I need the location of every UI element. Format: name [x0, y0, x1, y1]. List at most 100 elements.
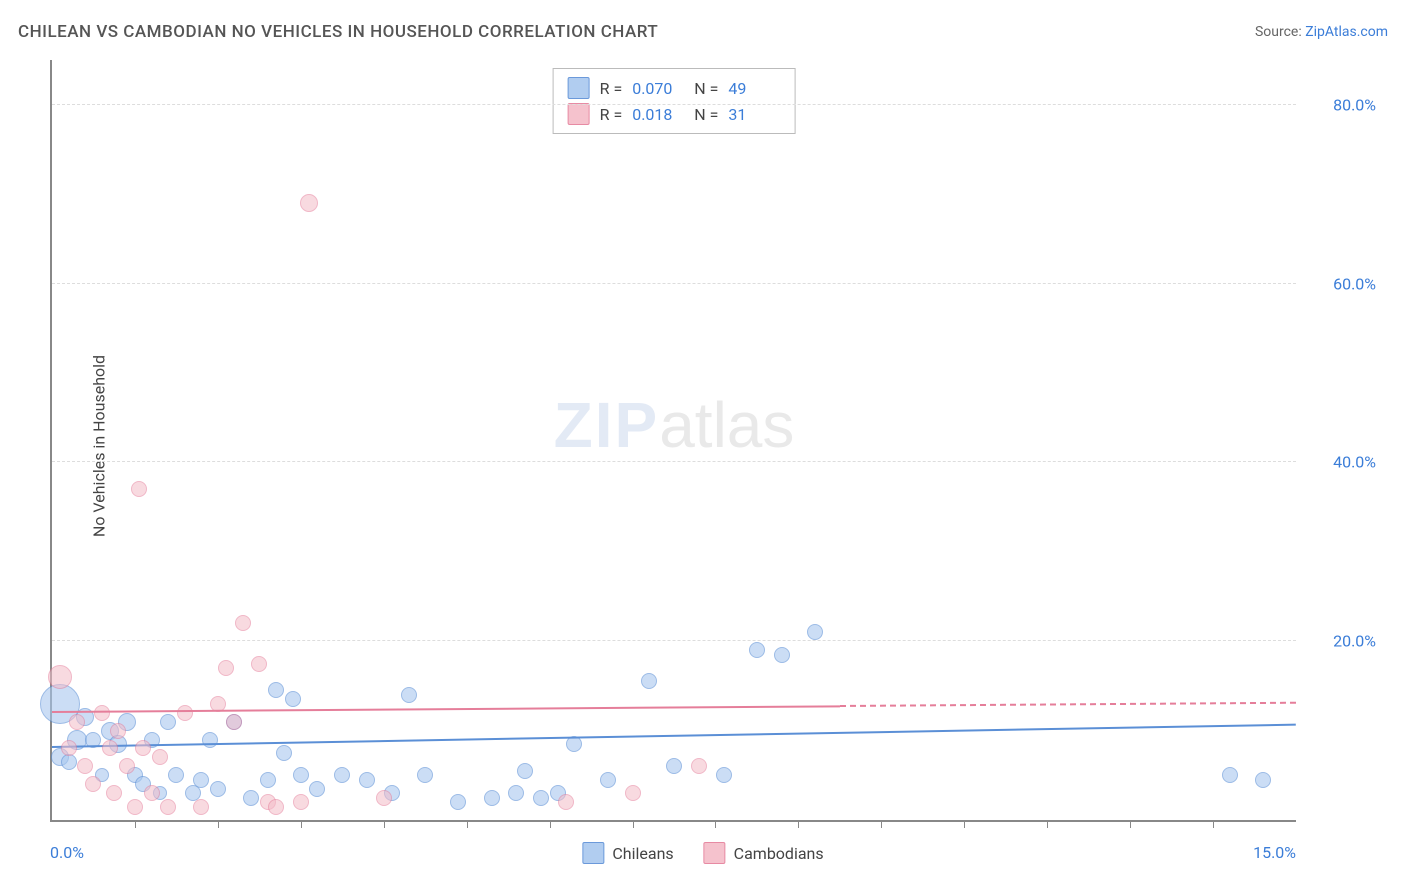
data-point: [168, 767, 184, 783]
data-point: [625, 785, 641, 801]
legend-swatch-icon: [704, 842, 726, 864]
data-point: [376, 790, 392, 806]
data-point: [102, 740, 118, 756]
x-axis-min-label: 0.0%: [50, 843, 84, 862]
trend-line: [52, 705, 840, 713]
data-point: [666, 758, 682, 774]
data-point: [276, 745, 292, 761]
legend-item-0: Chileans: [582, 842, 673, 864]
data-point: [177, 705, 193, 721]
data-point: [69, 714, 85, 730]
y-tick-label: 80.0%: [1333, 95, 1376, 114]
data-point: [293, 767, 309, 783]
data-point: [600, 772, 616, 788]
data-point: [1222, 767, 1238, 783]
x-tick: [467, 820, 468, 828]
x-tick: [1047, 820, 1048, 828]
x-tick: [550, 820, 551, 828]
r-value: 0.070: [632, 79, 684, 98]
data-point: [193, 772, 209, 788]
data-point: [484, 790, 500, 806]
n-value: 49: [728, 79, 780, 98]
source-attribution: Source: ZipAtlas.com: [1255, 24, 1388, 40]
data-point: [807, 624, 823, 640]
data-point: [334, 767, 350, 783]
legend-swatch-icon: [568, 103, 590, 125]
data-point: [85, 776, 101, 792]
data-point: [119, 758, 135, 774]
data-point: [401, 687, 417, 703]
y-tick-label: 60.0%: [1333, 274, 1376, 293]
r-value: 0.018: [632, 105, 684, 124]
legend-label: Chileans: [612, 844, 673, 863]
gridline: [52, 640, 1296, 641]
gridline: [52, 283, 1296, 284]
data-point: [251, 656, 267, 672]
data-point: [218, 660, 234, 676]
data-point: [160, 799, 176, 815]
data-point: [533, 790, 549, 806]
legend-swatch-icon: [582, 842, 604, 864]
data-point: [359, 772, 375, 788]
chart-container: CHILEAN VS CAMBODIAN NO VEHICLES IN HOUS…: [0, 0, 1406, 892]
correlation-legend-row-1: R = 0.018 N = 31: [568, 101, 781, 127]
data-point: [135, 740, 151, 756]
data-point: [152, 749, 168, 765]
data-point: [309, 781, 325, 797]
data-point: [144, 785, 160, 801]
data-point: [774, 647, 790, 663]
data-point: [508, 785, 524, 801]
data-point: [300, 194, 318, 212]
data-point: [235, 615, 251, 631]
data-point: [749, 642, 765, 658]
x-tick: [715, 820, 716, 828]
source-label: Source:: [1255, 24, 1302, 40]
gridline: [52, 104, 1296, 105]
n-value: 31: [728, 105, 780, 124]
gridline: [52, 461, 1296, 462]
data-point: [517, 763, 533, 779]
data-point: [48, 665, 72, 689]
data-point: [716, 767, 732, 783]
watermark-atlas: atlas: [659, 389, 794, 461]
data-point: [61, 740, 77, 756]
source-link[interactable]: ZipAtlas.com: [1305, 24, 1388, 40]
data-point: [77, 758, 93, 774]
data-point: [106, 785, 122, 801]
data-point: [293, 794, 309, 810]
data-point: [641, 673, 657, 689]
correlation-legend-row-0: R = 0.070 N = 49: [568, 75, 781, 101]
data-point: [268, 799, 284, 815]
data-point: [110, 723, 126, 739]
data-point: [260, 772, 276, 788]
x-tick: [218, 820, 219, 828]
y-tick-label: 20.0%: [1333, 632, 1376, 651]
legend-swatch-icon: [568, 77, 590, 99]
correlation-legend: R = 0.070 N = 49 R = 0.018 N = 31: [553, 68, 796, 134]
data-point: [285, 691, 301, 707]
data-point: [558, 794, 574, 810]
x-tick: [135, 820, 136, 828]
x-tick: [964, 820, 965, 828]
r-label: R =: [600, 105, 623, 124]
x-tick: [1130, 820, 1131, 828]
trend-line: [840, 702, 1296, 707]
n-label: N =: [694, 79, 718, 98]
data-point: [127, 799, 143, 815]
data-point: [94, 705, 110, 721]
chart-title: CHILEAN VS CAMBODIAN NO VEHICLES IN HOUS…: [18, 22, 658, 42]
legend-label: Cambodians: [734, 844, 824, 863]
data-point: [160, 714, 176, 730]
x-tick: [384, 820, 385, 828]
watermark: ZIPatlas: [554, 388, 795, 462]
x-axis-max-label: 15.0%: [1253, 843, 1296, 862]
watermark-zip: ZIP: [554, 389, 660, 461]
data-point: [243, 790, 259, 806]
data-point: [417, 767, 433, 783]
legend-item-1: Cambodians: [704, 842, 824, 864]
r-label: R =: [600, 79, 623, 98]
x-tick: [1213, 820, 1214, 828]
data-point: [450, 794, 466, 810]
series-legend: Chileans Cambodians: [582, 842, 823, 864]
x-tick: [633, 820, 634, 828]
